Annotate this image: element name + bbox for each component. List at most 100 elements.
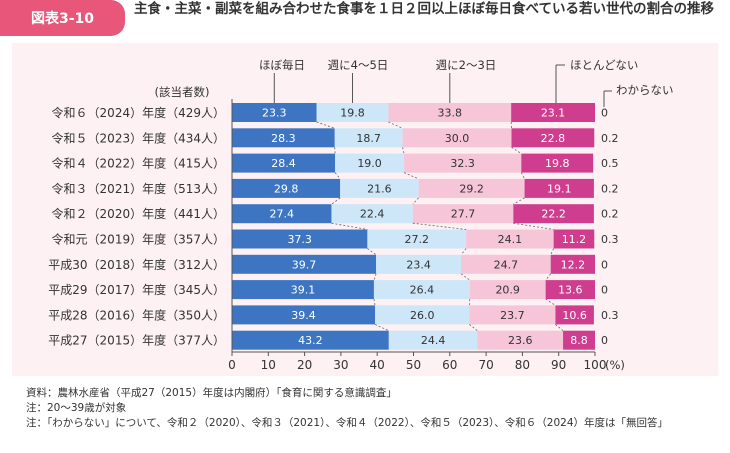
category-label: 令和４（2022）年度（415人） <box>52 156 225 171</box>
bar-segment <box>388 103 512 122</box>
data-label: 43.2 <box>298 334 323 347</box>
bar-segment <box>550 254 595 274</box>
bar-segment <box>388 330 478 350</box>
bar-segment <box>232 280 374 300</box>
bar-segment <box>563 330 595 350</box>
data-label: 23.1 <box>541 107 566 120</box>
x-axis-unit: (%) <box>605 358 625 372</box>
data-label: 21.6 <box>367 182 392 195</box>
data-label: 29.2 <box>459 182 484 195</box>
category-label: 平成28（2016）年度（350人） <box>48 307 225 322</box>
connector-line <box>513 222 554 230</box>
connector-line <box>460 273 470 281</box>
data-label: 26.0 <box>410 309 435 322</box>
legend-label: ほぼ毎日 <box>259 58 305 72</box>
data-label: 19.8 <box>545 157 570 170</box>
data-label: 23.4 <box>406 258 431 271</box>
data-label: 29.8 <box>274 182 299 195</box>
bar-segment <box>469 305 556 325</box>
data-label: 28.4 <box>271 157 296 170</box>
source-note: 資料：農林水産省（平成27（2015）年度は内閣府）「食育に関する意識調査」 <box>26 387 397 399</box>
x-tick-label: 60 <box>442 358 457 372</box>
data-label: 18.7 <box>356 132 381 145</box>
connector-line <box>550 248 554 255</box>
data-label: 24.4 <box>421 334 446 347</box>
connector-line <box>545 298 556 306</box>
category-label: 平成29（2017）年度（345人） <box>48 282 225 297</box>
bar-segment <box>232 153 336 173</box>
bar-segment <box>232 330 389 350</box>
data-label: 22.4 <box>360 208 385 221</box>
data-label: 37.3 <box>287 233 312 246</box>
data-label: 10.6 <box>562 309 587 322</box>
legend-label: ほとんどない <box>570 58 638 72</box>
data-label: 23.7 <box>500 309 525 322</box>
x-tick-label: 50 <box>406 358 421 372</box>
bar-segment <box>331 204 413 224</box>
bar-segment <box>335 153 405 173</box>
bar-segment <box>524 178 594 198</box>
x-tick-label: 0 <box>228 358 236 372</box>
connector-line <box>412 197 419 205</box>
unknown-value-label: 0.3 <box>601 309 619 322</box>
data-label: 22.8 <box>541 132 566 145</box>
connector-line <box>520 172 525 180</box>
bar-segment <box>466 229 554 249</box>
target-note: 注：20〜39歳が対象 <box>26 402 127 414</box>
bar-segment <box>340 178 419 198</box>
connector-line <box>403 172 419 180</box>
connector-line <box>460 248 467 256</box>
bar-segment <box>461 254 551 274</box>
bar-segment <box>553 229 595 249</box>
connector-line <box>511 146 522 154</box>
category-label: 令和５（2023）年度（434人） <box>52 130 225 145</box>
data-label: 13.6 <box>558 284 583 297</box>
x-tick-label: 90 <box>551 358 566 372</box>
bar-segment <box>412 204 514 224</box>
unknown-value-label: 0 <box>601 334 608 347</box>
unknown-value-label: 0 <box>601 258 608 271</box>
figure-title: 主食・主菜・副菜を組み合わせた食事を１日２回以上ほぼ毎日食べている若い世代の割合… <box>134 1 714 17</box>
connector-line <box>412 222 467 230</box>
unknown-value-label: 0.5 <box>601 157 619 170</box>
bar-segment <box>545 280 595 300</box>
data-label: 22.2 <box>541 208 566 221</box>
data-label: 30.0 <box>445 132 470 145</box>
connector-line <box>373 299 376 306</box>
unknown-value-label: 0.2 <box>601 208 619 221</box>
row-header-label: (該当者数) <box>155 85 210 99</box>
data-label: 27.4 <box>269 208 294 221</box>
bar-segment <box>511 128 595 148</box>
bar-segment <box>367 229 467 249</box>
connector-line <box>513 197 525 205</box>
connector-line <box>469 324 478 332</box>
unknown-value-label: 0 <box>601 284 608 297</box>
connector-line <box>331 222 368 230</box>
bar-segment <box>373 280 470 300</box>
data-label: 19.1 <box>547 182 572 195</box>
data-label: 19.8 <box>340 107 365 120</box>
bar-segment <box>404 153 522 173</box>
data-label: 32.3 <box>450 157 475 170</box>
legend-label: 週に2〜3日 <box>436 58 497 72</box>
category-label: 令和３（2021）年度（513人） <box>52 181 225 196</box>
category-label: 平成27（2015）年度（377人） <box>48 333 225 348</box>
data-label: 39.1 <box>291 284 316 297</box>
figure-number-badge: 図表3-10 <box>0 0 125 36</box>
category-label: 令和２（2020）年度（441人） <box>52 206 225 221</box>
stacked-bar-chart: (該当者数) 令和６（2024）年度（429人） 23.3 19.8 33.8 23.1 0… <box>48 58 674 372</box>
category-label: 令和元（2019）年度（357人） <box>52 232 225 247</box>
bar-segment <box>316 103 389 122</box>
connector-line <box>316 121 335 129</box>
x-tick-label: 30 <box>333 358 348 372</box>
category-label: 平成30（2018）年度（312人） <box>48 257 225 272</box>
connector-line <box>388 121 403 129</box>
legend-label: わからない <box>616 83 674 97</box>
data-label: 27.7 <box>451 208 476 221</box>
x-tick-label: 100 <box>584 358 607 372</box>
data-label: 11.2 <box>562 233 587 246</box>
connector-line <box>334 172 341 180</box>
connector-line <box>373 273 377 281</box>
data-label: 20.9 <box>495 284 520 297</box>
data-label: 12.2 <box>561 258 586 271</box>
